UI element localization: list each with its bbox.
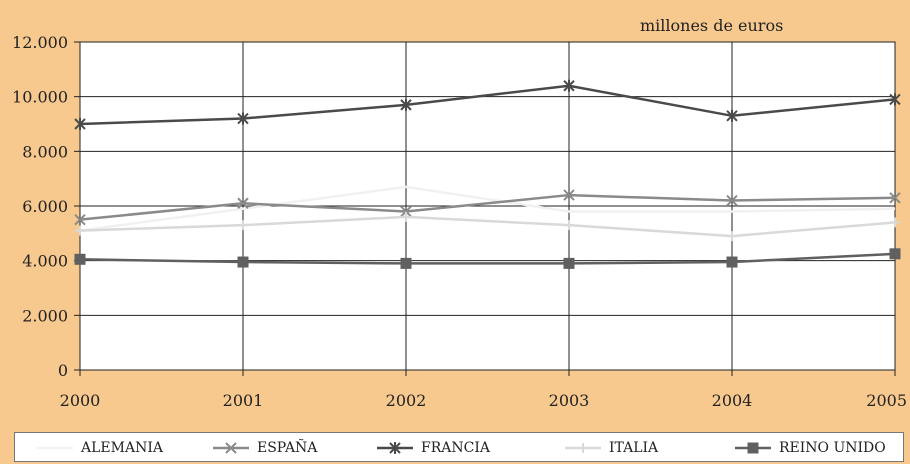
y-tick-label: 6.000 [22, 197, 68, 216]
legend-swatch [565, 443, 601, 453]
x-tick-label: 2001 [223, 391, 264, 410]
x-tick-label: 2000 [60, 391, 101, 410]
x-tick-label: 2005 [866, 391, 907, 410]
legend-marker [578, 443, 588, 453]
series-line-alemania [79, 185, 896, 232]
data-point-italia [564, 220, 574, 231]
y-tick-label: 8.000 [22, 142, 68, 161]
y-tick-label: 10.000 [12, 88, 68, 107]
data-point-reino-unido [237, 256, 249, 268]
legend-item-reino-unido: REINO UNIDO [733, 433, 886, 463]
legend-swatch [735, 442, 771, 454]
data-point-espana [74, 213, 86, 226]
data-point-espana [726, 194, 738, 207]
legend-label: REINO UNIDO [779, 440, 886, 456]
y-tick-label: 2.000 [22, 306, 68, 325]
x-tick-label: 2004 [712, 391, 753, 410]
legend-label: ITALIA [609, 440, 659, 456]
legend-label: FRANCIA [421, 440, 490, 456]
data-point-reino-unido [726, 256, 738, 268]
legend-marker [747, 442, 759, 454]
data-point-francia [237, 112, 249, 125]
data-point-reino-unido [400, 257, 412, 269]
legend-item-francia: FRANCIA [375, 433, 490, 463]
data-point-espana [563, 189, 575, 201]
data-point-italia [727, 231, 737, 242]
data-point-italia [75, 225, 85, 236]
legend-item-espana: ESPAÑA [211, 433, 317, 463]
data-point-francia [74, 118, 86, 130]
data-point-espana [400, 205, 412, 218]
series-line-francia [79, 84, 896, 126]
legend-swatch [37, 446, 73, 450]
legend-marker [389, 442, 401, 454]
legend-label: ESPAÑA [257, 440, 318, 456]
data-point-francia [726, 109, 738, 122]
legend-label: ALEMANIA [81, 440, 163, 456]
data-point-espana [889, 192, 901, 204]
data-point-reino-unido [74, 253, 86, 265]
data-point-francia [400, 98, 412, 111]
y-tick-label: 12.000 [12, 33, 68, 52]
unit-label: millones de euros [640, 16, 784, 35]
series-line-espana [79, 193, 896, 221]
legend-swatch [213, 442, 249, 454]
legend-item-alemania: ALEMANIA [35, 433, 163, 463]
data-point-reino-unido [889, 248, 901, 260]
line-chart: 0 2.000 4.000 6.000 8.000 10.000 12.000 2000 200… [12, 33, 907, 410]
x-tick-label: 2003 [549, 391, 590, 410]
data-point-italia [890, 217, 900, 228]
series-line-reino-unido [79, 252, 896, 265]
data-point-francia [563, 79, 575, 92]
legend-marker [225, 442, 237, 454]
plot-border [79, 41, 896, 371]
legend-item-italia: ITALIA [563, 433, 658, 463]
data-point-francia [889, 93, 901, 106]
y-tick-label: 0 [58, 361, 68, 380]
data-point-espana [237, 197, 249, 209]
y-tick-label: 4.000 [22, 252, 68, 271]
x-tick-label: 2002 [386, 391, 427, 410]
legend: ALEMANIA ESPAÑA FRANCIA ITALIA REINO UNIDO [14, 432, 904, 462]
legend-swatch [377, 442, 413, 454]
data-point-italia [401, 211, 411, 222]
data-point-italia [238, 220, 248, 231]
data-point-reino-unido [563, 257, 575, 269]
series-line-italia [79, 215, 896, 238]
